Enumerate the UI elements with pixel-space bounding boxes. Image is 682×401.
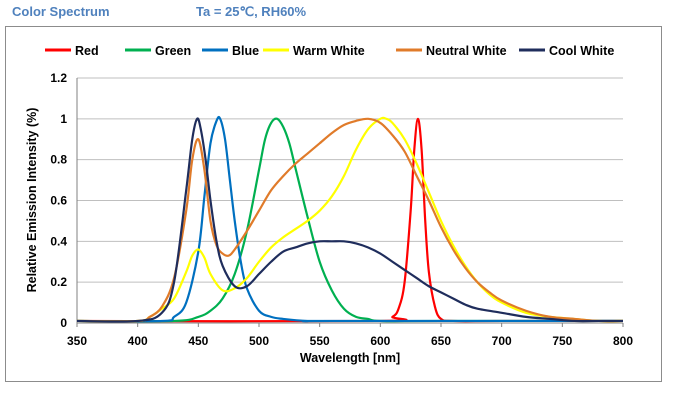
x-tick-label: 800: [613, 334, 633, 348]
x-tick-label: 350: [67, 334, 87, 348]
axes: [76, 78, 624, 327]
y-tick-label: 1.2: [50, 71, 67, 85]
x-tick-label: 550: [310, 334, 330, 348]
series-line-neutral-white: [76, 117, 624, 323]
y-axis-label: Relative Emission Intensity (%): [25, 108, 39, 293]
test-conditions: Ta = 25℃, RH60%: [196, 4, 307, 19]
chart-frame: [5, 26, 662, 382]
legend-label-cool-white: Cool White: [549, 44, 614, 58]
grid-lines: [77, 77, 623, 283]
x-tick-label: 450: [188, 334, 208, 348]
x-tick-label: 600: [370, 334, 390, 348]
series-line-green: [76, 117, 623, 323]
legend-label-green: Green: [155, 44, 191, 58]
x-tick-label: 400: [128, 334, 148, 348]
x-tick-label: 750: [552, 334, 572, 348]
y-tick-label: 0.8: [50, 153, 67, 167]
series-line-blue: [76, 115, 623, 323]
legend-label-red: Red: [75, 44, 99, 58]
y-tick-label: 0.4: [50, 234, 67, 248]
legend: Red Green Blue Warm White Neutral White Cool …: [45, 44, 614, 58]
series-line-red: [76, 117, 623, 323]
y-tick-label: 0.2: [50, 275, 67, 289]
x-tick-label: 500: [249, 334, 269, 348]
x-tick-label: 650: [431, 334, 451, 348]
x-tick-label: 700: [492, 334, 512, 348]
y-tick-label: 1: [60, 112, 67, 126]
x-axis-label: Wavelength [nm]: [300, 351, 400, 365]
chart-heading: Color Spectrum: [12, 4, 110, 19]
y-tick-label: 0: [60, 316, 67, 330]
series-line-cool-white: [76, 117, 623, 323]
legend-label-neutral-white: Neutral White: [426, 44, 507, 58]
series-group: [76, 115, 624, 323]
y-tick-label: 0.6: [50, 194, 67, 208]
tick-labels: 0 0.2 0.4 0.6 0.8 1 1.2 350 400 450 500 550 600 650 70…: [50, 71, 633, 348]
legend-label-blue: Blue: [232, 44, 259, 58]
series-line-warm-white: [76, 116, 624, 323]
legend-label-warm-white: Warm White: [293, 44, 365, 58]
